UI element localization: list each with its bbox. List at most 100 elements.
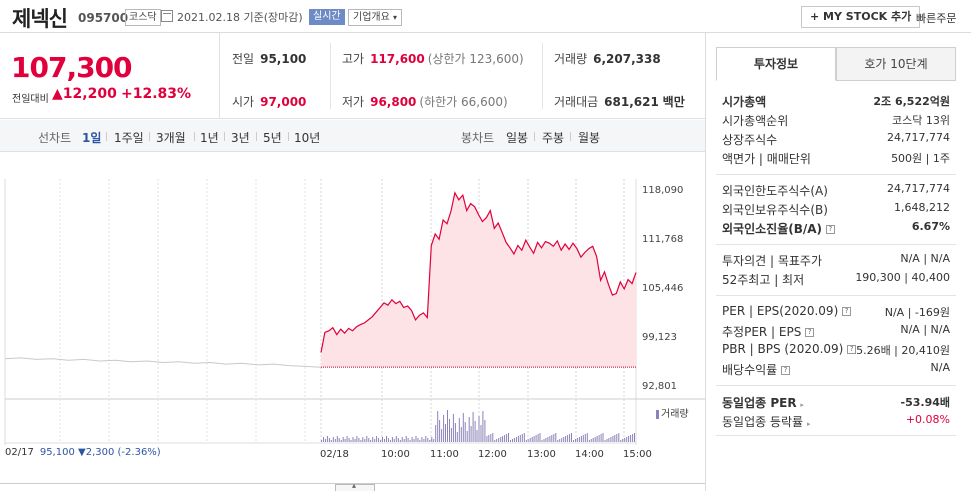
y-tick-label: 92,801 xyxy=(642,381,677,392)
shares-value: 24,717,774 xyxy=(887,131,950,144)
expand-chart-button[interactable]: ▴ xyxy=(335,481,375,491)
volume-bar xyxy=(358,438,360,442)
volume-bar xyxy=(415,436,417,442)
help-icon[interactable]: ? xyxy=(781,366,791,375)
volume-bar xyxy=(521,434,523,442)
tab-3m[interactable]: 3개월 xyxy=(156,131,186,145)
volume-bar xyxy=(594,437,596,442)
my-stock-add-button[interactable]: + MY STOCK 추가 xyxy=(801,6,921,28)
tab-weekly-candle[interactable]: 주봉 xyxy=(542,131,565,145)
volume-bar xyxy=(549,436,551,442)
volume-legend-swatch xyxy=(656,409,659,419)
volume-bar xyxy=(378,438,380,442)
price-area xyxy=(321,192,636,368)
tab-daily-candle[interactable]: 일봉 xyxy=(506,131,529,145)
divider xyxy=(716,244,956,245)
volume-bar xyxy=(334,439,336,442)
volume-bar xyxy=(545,438,547,442)
volume-bar xyxy=(482,411,484,442)
divider xyxy=(542,43,543,109)
prev-day-date: 02/17 xyxy=(5,447,34,458)
volume-bar xyxy=(580,436,582,442)
caret-right-icon: ▸ xyxy=(806,420,811,428)
tab-1y[interactable]: 1년 xyxy=(200,131,219,145)
x-tick-label: 02/18 xyxy=(320,449,349,460)
volume-bar xyxy=(502,436,504,442)
volume-bar xyxy=(403,439,405,442)
volume-bar xyxy=(450,428,452,442)
help-icon[interactable]: ? xyxy=(842,307,852,316)
volume-bar xyxy=(474,421,476,442)
tab-1w[interactable]: 1주일 xyxy=(114,131,144,145)
help-icon[interactable]: ? xyxy=(805,328,815,337)
est-per-label: 추정PER | EPS xyxy=(722,325,802,339)
foreign-limit-label: 외국인한도주식수(A) xyxy=(722,184,828,198)
volume-bar xyxy=(565,436,567,442)
volume-bar xyxy=(366,436,368,442)
volume-bar xyxy=(441,429,443,442)
foreign-ratio-label: 외국인소진율(B/A) xyxy=(722,222,823,236)
corp-overview-label: 기업개요 xyxy=(353,12,390,23)
shares-label: 상장주식수 xyxy=(722,133,778,147)
volume-bar xyxy=(578,437,580,442)
row-pbr: PBR | BPS (2020.09) ? 5.26배 | 20,410원 xyxy=(722,342,950,360)
opinion-label: 투자의견 | 목표주가 xyxy=(722,254,822,268)
volume-bar xyxy=(470,426,472,442)
market-badge: 코스닥 xyxy=(125,9,161,26)
volume-bar xyxy=(517,436,519,442)
prev-day-line xyxy=(4,357,322,368)
volume-bar xyxy=(610,437,612,442)
volume-bar xyxy=(484,420,486,442)
row-industry-per: 동일업종 PER ▸ -53.94배 xyxy=(722,394,950,412)
tab-5y[interactable]: 5년 xyxy=(263,131,282,145)
quick-order-link[interactable]: 빠른주문 xyxy=(916,12,957,25)
volume-bar xyxy=(417,438,419,442)
tab-orderbook-10[interactable]: 호가 10단계 xyxy=(836,47,956,81)
volume-bar xyxy=(573,440,574,442)
intraday-chart[interactable]: 118,090 111,768 105,446 99,123 92,801 02/18 1… xyxy=(0,153,705,491)
volume-bar xyxy=(496,439,498,442)
pbr-label: PBR | BPS (2020.09) xyxy=(722,342,844,356)
per-label: PER | EPS(2020.09) xyxy=(722,304,839,318)
divider xyxy=(330,43,331,109)
help-icon[interactable]: ? xyxy=(825,225,835,234)
price-series xyxy=(320,191,637,368)
volume-bar xyxy=(431,437,433,442)
volume-bar xyxy=(352,437,354,442)
volume-bar xyxy=(468,417,470,442)
high-price: 고가 117,600 (상한가 123,600) xyxy=(342,50,524,67)
volume-bar xyxy=(399,440,401,442)
corp-overview-dropdown[interactable]: 기업개요 ▾ xyxy=(348,9,403,26)
volume-bar xyxy=(592,438,594,442)
amount-value: 681,621 xyxy=(604,95,659,109)
tab-3y[interactable]: 3년 xyxy=(231,131,250,145)
volume-bar xyxy=(606,439,608,442)
tab-1d[interactable]: 1일 xyxy=(82,131,102,145)
volume-bar xyxy=(576,438,578,442)
realtime-button[interactable]: 실시간 xyxy=(309,9,345,25)
open-price: 시가 97,000 xyxy=(232,93,306,110)
volume-bar xyxy=(604,440,606,442)
volume-bar xyxy=(386,436,387,442)
divider xyxy=(716,435,956,436)
volume-bar xyxy=(519,435,521,442)
tab-monthly-candle[interactable]: 월봉 xyxy=(578,131,601,145)
help-icon[interactable]: ? xyxy=(847,345,857,354)
dividend-label: 배당수익률 xyxy=(722,363,778,377)
volume-bar xyxy=(372,437,374,442)
volume-bar xyxy=(454,423,456,442)
price-info-grid: 전일 95,100 고가 117,600 (상한가 123,600) 거래량 6,207… xyxy=(220,33,705,119)
volume-bar xyxy=(476,430,478,442)
stock-code: 095700 xyxy=(78,11,129,25)
volume-bar xyxy=(553,434,555,442)
per-value: N/A | -169원 xyxy=(884,306,950,319)
amount-label: 거래대금 xyxy=(554,95,599,109)
row-est-per: 추정PER | EPS ? N/A | N/A xyxy=(722,323,950,341)
volume-bar xyxy=(328,438,330,442)
tab-investment-info[interactable]: 투자정보 xyxy=(716,47,836,81)
market-cap-value: 2조 6,522억원 xyxy=(873,95,950,108)
tab-10y[interactable]: 10년 xyxy=(294,131,321,145)
volume-bar xyxy=(515,437,517,442)
volume-bar xyxy=(506,434,508,442)
volume-bar xyxy=(439,420,441,442)
